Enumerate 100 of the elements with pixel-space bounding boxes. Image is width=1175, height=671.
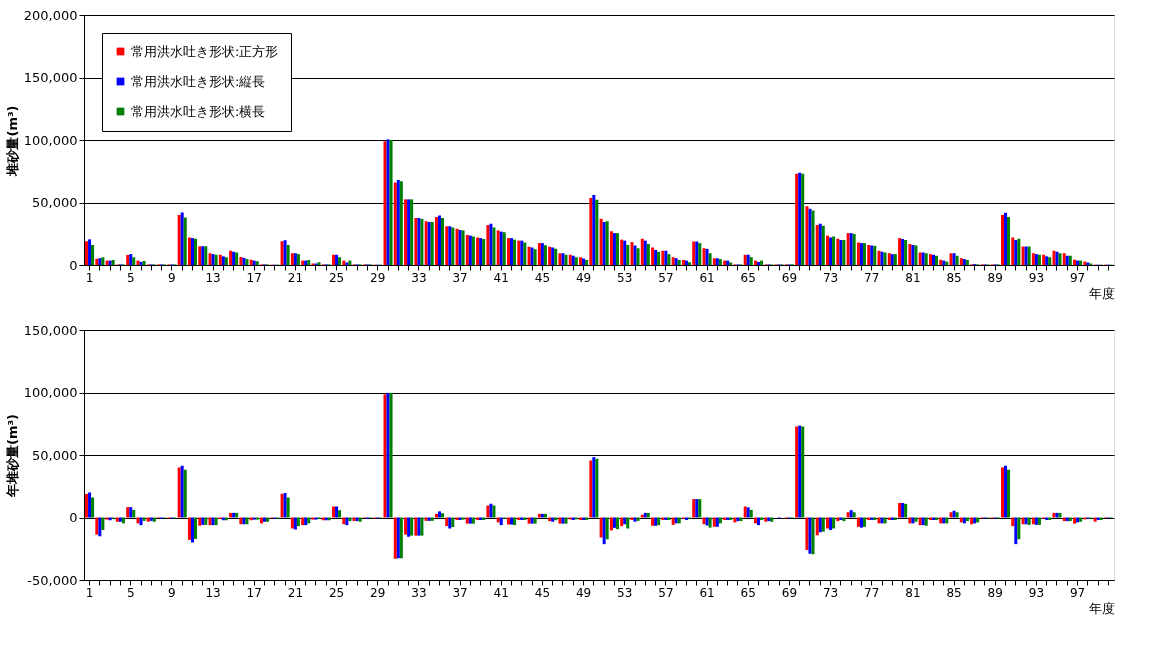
x-tick-label: 5 — [126, 585, 135, 600]
bar — [602, 517, 606, 545]
x-tick-label: 57 — [658, 585, 674, 600]
x-tick-label: 89 — [987, 270, 1003, 285]
x-axis-title: 年度 — [1088, 600, 1115, 616]
bar — [1004, 212, 1008, 265]
bar — [1007, 217, 1011, 265]
bar — [805, 517, 809, 550]
x-tick-label: 21 — [287, 270, 304, 285]
x-tick-label: 37 — [452, 585, 468, 600]
bar — [286, 497, 290, 518]
bar — [753, 260, 758, 265]
bar — [599, 218, 603, 265]
bar — [101, 517, 105, 530]
bar — [506, 238, 511, 265]
bar — [440, 218, 445, 265]
legend-label: 常用洪水吐き形状:縦長 — [131, 73, 266, 89]
x-tick-label: 41 — [493, 270, 509, 285]
bar — [1004, 465, 1008, 518]
x-tick-label: 33 — [411, 270, 427, 285]
bar — [708, 253, 712, 265]
x-tick-label: 25 — [328, 585, 345, 600]
y-tick-label: 0 — [69, 510, 78, 525]
bar — [91, 497, 95, 518]
bar — [1014, 517, 1018, 545]
x-tick-label: 93 — [1028, 585, 1045, 600]
bar — [605, 517, 609, 540]
y-tick-label: 150,000 — [23, 322, 78, 338]
y-tick-label: 50,000 — [32, 447, 78, 463]
x-tick-label: 65 — [740, 270, 756, 285]
y-tick-label: 50,000 — [32, 195, 78, 210]
x-tick-label: 73 — [822, 585, 839, 600]
bar — [142, 517, 146, 521]
bar — [595, 199, 599, 265]
x-tick-label: 49 — [575, 270, 592, 285]
x-tick-label: 97 — [1069, 585, 1086, 600]
bar — [757, 517, 761, 526]
bar — [1007, 469, 1011, 518]
x-tick-label: 81 — [905, 585, 921, 600]
bar — [646, 244, 650, 265]
x-tick-label: 13 — [205, 585, 221, 600]
bar — [626, 517, 630, 529]
x-tick-label: 37 — [452, 270, 468, 285]
x-tick-label: 9 — [168, 270, 176, 285]
y-tick-label: 0 — [69, 257, 78, 273]
x-tick-label: 57 — [658, 270, 674, 285]
y-tick-label: 150,000 — [23, 70, 78, 85]
bar — [1017, 517, 1021, 540]
legend-label: 常用洪水吐き形状:正方形 — [131, 43, 279, 59]
x-tick-label: 1 — [85, 270, 94, 285]
bar — [667, 254, 671, 265]
x-tick-label: 53 — [617, 270, 633, 285]
bar — [599, 517, 603, 538]
x-axis-title: 年度 — [1088, 285, 1115, 301]
y-tick-label: -50,000 — [27, 572, 78, 588]
bar — [934, 255, 939, 265]
bar — [183, 217, 187, 265]
x-tick-label: 81 — [905, 270, 921, 285]
bar — [286, 245, 290, 265]
x-tick-label: 45 — [534, 585, 551, 600]
x-tick-label: 97 — [1069, 270, 1086, 285]
bar — [687, 262, 692, 265]
x-tick-label: 53 — [617, 585, 633, 600]
bar — [338, 510, 342, 518]
bar — [506, 517, 511, 525]
x-tick-label: 85 — [946, 585, 962, 600]
x-tick-label: 13 — [205, 270, 221, 285]
x-tick-label: 49 — [575, 585, 592, 600]
y-tick-label: 100,000 — [23, 385, 78, 400]
bar — [193, 517, 197, 539]
legend-label: 常用洪水吐き形状:横長 — [131, 103, 266, 119]
y-tick-label: 100,000 — [23, 132, 78, 148]
x-tick-label: 41 — [493, 585, 509, 600]
x-tick-label: 89 — [987, 585, 1003, 600]
bar — [492, 227, 496, 265]
x-tick-label: 69 — [781, 270, 798, 285]
x-tick-label: 61 — [699, 585, 715, 600]
y-tick-label: 200,000 — [23, 7, 78, 23]
x-tick-label: 17 — [246, 270, 262, 285]
x-tick-label: 29 — [370, 585, 386, 600]
x-tick-label: 9 — [168, 585, 176, 600]
x-tick-label: 69 — [781, 585, 798, 600]
x-tick-label: 21 — [287, 585, 304, 600]
x-tick-label: 65 — [740, 585, 756, 600]
x-tick-label: 5 — [126, 270, 135, 285]
y-axis-title: 堆砂量(m³) — [4, 105, 20, 177]
x-tick-label: 1 — [85, 585, 94, 600]
bar — [626, 245, 630, 265]
bar — [440, 513, 445, 518]
x-tick-label: 29 — [370, 270, 386, 285]
bar — [183, 469, 187, 518]
x-tick-label: 77 — [864, 270, 880, 285]
x-tick-label: 45 — [534, 270, 551, 285]
x-tick-label: 25 — [328, 270, 345, 285]
bar — [91, 245, 95, 265]
x-tick-label: 85 — [946, 270, 962, 285]
x-tick-label: 73 — [822, 270, 839, 285]
x-tick-label: 93 — [1028, 270, 1045, 285]
x-tick-label: 33 — [411, 585, 427, 600]
bar — [1011, 517, 1015, 527]
